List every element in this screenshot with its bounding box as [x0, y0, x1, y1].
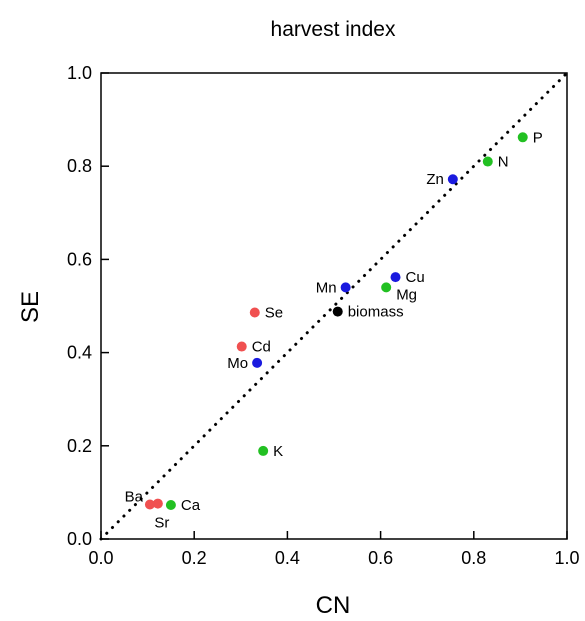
- point-label-se: Se: [265, 305, 283, 322]
- x-tick-label: 0.2: [182, 548, 207, 568]
- point-cd: [236, 341, 247, 352]
- x-tick-label: 0.4: [275, 548, 300, 568]
- y-tick-label: 0.8: [67, 156, 92, 176]
- y-axis-label: SE: [17, 291, 44, 323]
- x-axis-label: CN: [316, 592, 351, 619]
- y-tick-label: 1.0: [67, 63, 92, 83]
- x-tick-label: 1.0: [554, 548, 579, 568]
- y-tick-label: 0.4: [67, 343, 92, 363]
- point-label-mo: Mo: [227, 355, 248, 372]
- point-label-mg: Mg: [396, 286, 417, 303]
- point-label-ba: Ba: [125, 489, 144, 506]
- point-se: [249, 307, 260, 318]
- point-mg: [381, 282, 392, 293]
- point-biomass: [332, 306, 343, 317]
- reference-line: [99, 71, 569, 541]
- point-label-sr: Sr: [154, 515, 169, 532]
- x-tick-label: 0.6: [368, 548, 393, 568]
- y-tick-label: 0.0: [67, 529, 92, 549]
- x-tick-label: 0.8: [461, 548, 486, 568]
- point-sr: [152, 498, 163, 509]
- point-cu: [390, 272, 401, 283]
- point-label-cu: Cu: [406, 269, 425, 286]
- point-label-k: K: [273, 443, 283, 460]
- point-ca: [165, 499, 176, 510]
- point-label-zn: Zn: [426, 171, 444, 188]
- point-ba: [144, 499, 155, 510]
- plot-area: 0.0 0.2 0.4 0.6 0.8 1.0 0.0 0.2 0.4 0.6 0.8 1.0 P N Zn…: [67, 63, 580, 568]
- point-label-cd: Cd: [252, 339, 271, 356]
- y-tick-label: 0.6: [67, 249, 92, 269]
- point-label-ca: Ca: [181, 497, 201, 514]
- point-mo: [252, 357, 263, 368]
- chart-title: harvest index: [271, 18, 396, 41]
- point-n: [482, 156, 493, 167]
- plot-frame: [100, 72, 568, 540]
- point-p: [517, 132, 528, 143]
- point-label-mn: Mn: [316, 279, 337, 296]
- x-tick-label: 0.0: [88, 548, 113, 568]
- y-tick-label: 0.2: [67, 436, 92, 456]
- point-label-p: P: [533, 129, 543, 146]
- point-label-n: N: [498, 154, 509, 171]
- point-zn: [447, 174, 458, 185]
- point-mn: [340, 282, 351, 293]
- point-k: [258, 445, 269, 456]
- point-label-biomass: biomass: [348, 304, 404, 321]
